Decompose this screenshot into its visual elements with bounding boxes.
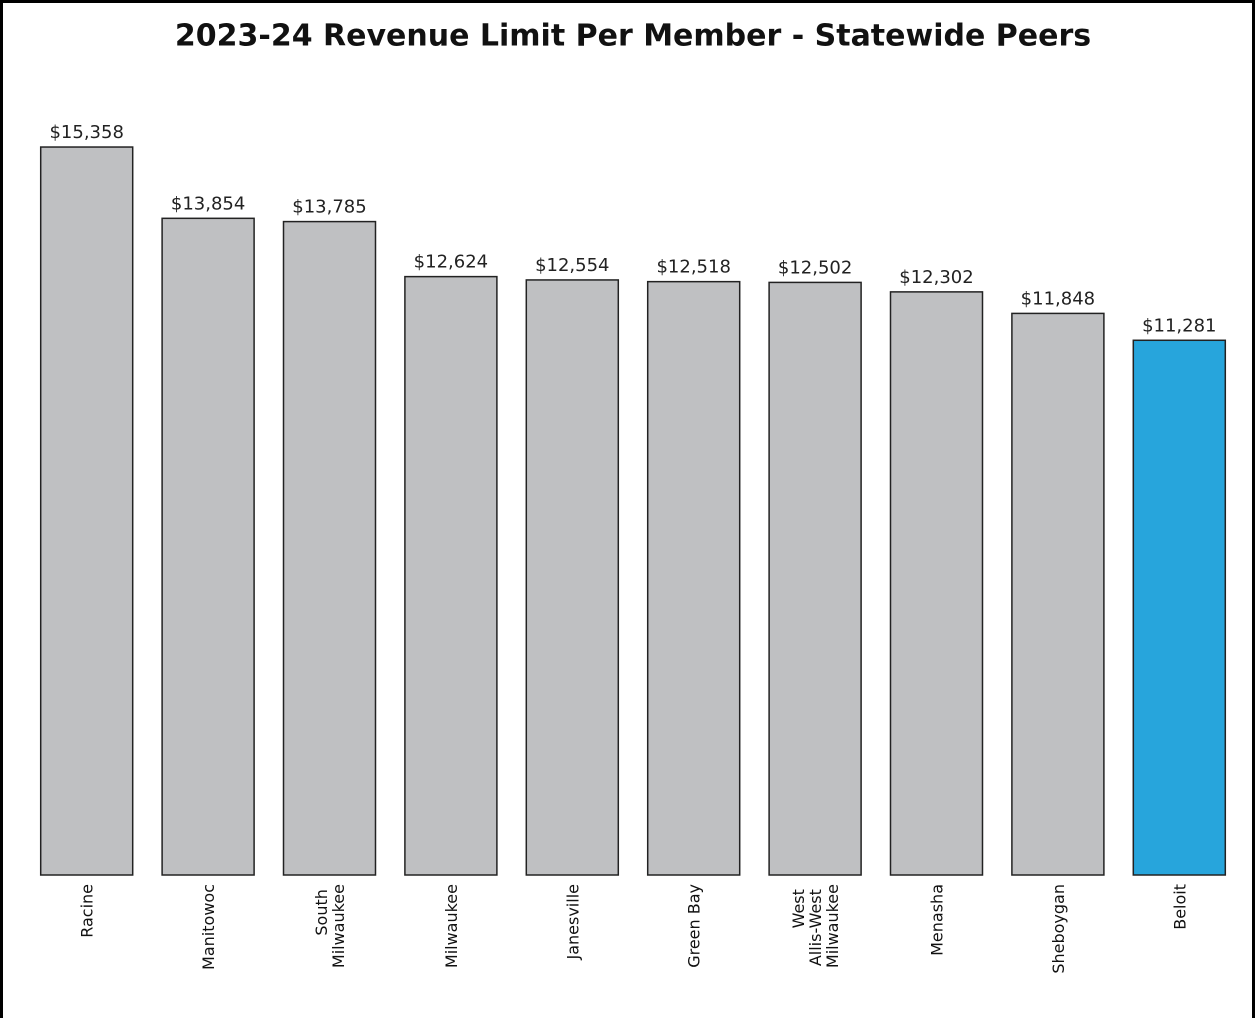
- bar: [1132, 339, 1227, 876]
- bar: [525, 279, 620, 876]
- value-label: $11,848: [1021, 288, 1095, 309]
- x-tick-label: South Milwaukee: [312, 884, 348, 968]
- value-label: $13,785: [292, 197, 366, 218]
- x-tick-label: Milwaukee: [442, 884, 461, 968]
- value-label: $15,358: [49, 122, 123, 143]
- bar: [39, 146, 134, 876]
- x-tick-label: West Allis-West Milwaukee: [789, 884, 842, 968]
- bar: [161, 217, 255, 876]
- x-tick-label: Menasha: [928, 884, 947, 956]
- value-label: $11,281: [1142, 315, 1216, 336]
- x-tick-label: Janesville: [563, 884, 582, 961]
- bar: [404, 275, 498, 876]
- value-label: $12,554: [535, 255, 609, 276]
- bar: [646, 280, 741, 876]
- bar: [1011, 312, 1105, 876]
- bar: [768, 281, 862, 876]
- value-label: $13,854: [171, 193, 245, 214]
- x-tick-label: Racine: [78, 884, 97, 938]
- x-tick-label: Green Bay: [685, 884, 704, 968]
- value-label: $12,302: [899, 267, 973, 288]
- value-label: $12,624: [414, 252, 488, 273]
- chart-title: 2023-24 Revenue Limit Per Member - State…: [175, 19, 1091, 54]
- x-tick-label: Beloit: [1170, 884, 1189, 930]
- bar: [282, 220, 377, 876]
- x-tick-label: Manitowoc: [199, 884, 218, 970]
- value-label: $12,502: [778, 257, 852, 278]
- x-tick-label: Sheboygan: [1049, 884, 1068, 974]
- bar: [889, 291, 984, 876]
- value-label: $12,518: [656, 257, 730, 278]
